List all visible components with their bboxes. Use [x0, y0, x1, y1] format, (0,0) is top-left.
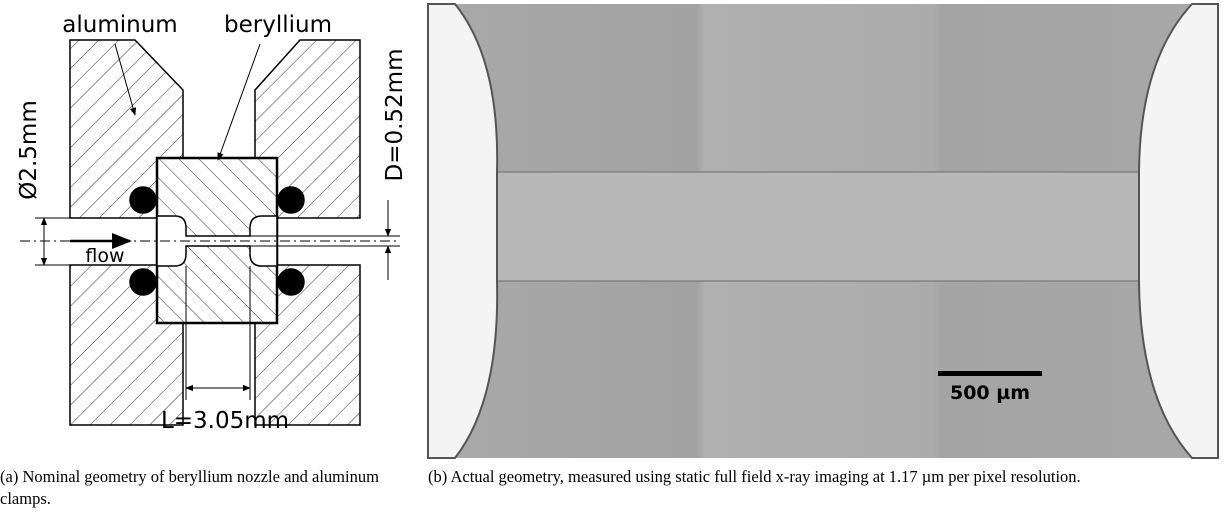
scale-bar-label: 500 µm [950, 382, 1030, 404]
label-bore: D=0.52mm [382, 48, 408, 181]
nozzle-drawing [20, 39, 400, 426]
xray-image: 500 µm [427, 3, 1219, 459]
label-aluminum: aluminum [62, 12, 177, 38]
label-beryllium: beryllium [224, 12, 332, 38]
label-diameter: Ø2.5mm [16, 100, 42, 200]
scale-bar [938, 371, 1042, 376]
label-flow: flow [85, 245, 124, 267]
caption-b: (b) Actual geometry, measured using stat… [428, 467, 1081, 486]
label-length: L=3.05mm [161, 408, 289, 434]
figure: aluminum beryllium Ø2.5mm D=0.52mm flow … [16, 3, 1219, 459]
caption-a: (a) Nominal geometry of beryllium nozzle… [0, 467, 379, 508]
